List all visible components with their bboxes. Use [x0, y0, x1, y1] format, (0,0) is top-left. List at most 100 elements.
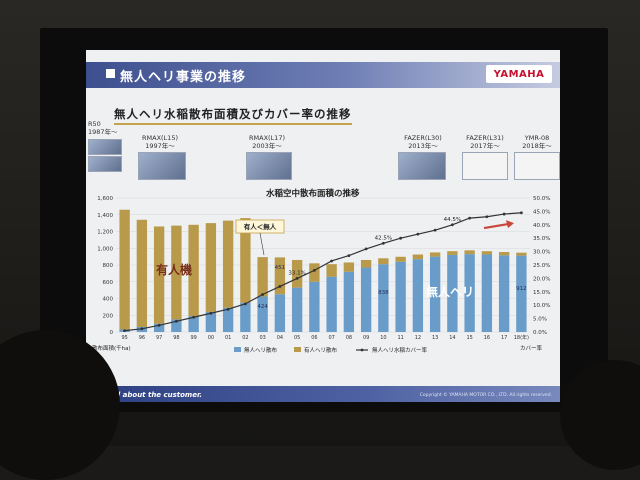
model-rmax-l15: RMAX(L15) 1997年〜 [136, 134, 184, 150]
coverage-point [502, 212, 506, 216]
x-tick-label: 09 [363, 335, 369, 341]
coverage-point [485, 215, 489, 219]
y-left-tick-label: 200 [103, 313, 114, 319]
y-left-tick-label: 400 [103, 297, 114, 303]
crossover-callout-pointer [259, 232, 265, 256]
bar-manned [360, 259, 372, 268]
bar-unmanned [326, 276, 337, 332]
x-tick-label: 16 [484, 335, 490, 341]
bar-manned [119, 209, 130, 330]
bar-unmanned [343, 271, 355, 332]
y-left-tick-label: 1,400 [97, 213, 113, 219]
model-year: 2013年〜 [408, 142, 438, 150]
bar-unmanned [274, 294, 286, 332]
bar-unmanned [188, 316, 199, 332]
bar-manned [274, 257, 286, 295]
coverage-point [140, 327, 144, 331]
coverage-point [209, 311, 213, 315]
manned-region-label: 有人機 [156, 262, 192, 277]
coverage-data-label: 33.1% [288, 270, 305, 276]
bar-unmanned [240, 302, 251, 332]
model-name: RMAX(L17) [249, 134, 285, 142]
rmax-l17-photo [246, 152, 292, 180]
fazer-l31-photo [462, 152, 508, 180]
model-fazer-l31: FAZER(L31) 2017年〜 [460, 134, 510, 150]
coverage-data-label: 44.5% [444, 217, 461, 223]
bar-manned [516, 252, 527, 256]
bar-unmanned [412, 259, 424, 332]
y-right-tick-label: 25.0% [533, 263, 550, 269]
rmax-l15-photo [138, 152, 186, 180]
fazer-l30-photo [398, 152, 446, 180]
coverage-point [519, 211, 523, 215]
model-year: 1997年〜 [145, 142, 175, 150]
bar-manned [481, 251, 493, 255]
bar-unmanned [395, 261, 406, 332]
y-right-tick-label: 30.0% [533, 250, 550, 256]
y-left-tick-label: 800 [103, 263, 114, 269]
model-name: R50 [88, 120, 101, 128]
bar-manned [498, 252, 510, 256]
x-tick-label: 02 [242, 335, 248, 341]
y-right-tick-label: 50.0% [533, 196, 550, 202]
coverage-point [399, 236, 403, 240]
slide-header-bar [86, 62, 560, 88]
model-ymr-08: YMR-08 2018年〜 [514, 134, 560, 150]
slide-subtitle: 無人ヘリ水稲散布面積及びカバー率の推移 [114, 106, 352, 125]
coverage-point [192, 315, 196, 319]
x-tick-label: 10 [380, 335, 386, 341]
r50-photo-2 [88, 156, 122, 172]
model-name: RMAX(L15) [142, 134, 178, 142]
y-left-tick-label: 600 [103, 280, 114, 286]
bar-manned [395, 256, 406, 262]
bar-manned [136, 219, 148, 327]
bar-manned [291, 259, 303, 288]
model-fazer-l30: FAZER(L30) 2013年〜 [398, 134, 448, 150]
model-name: YMR-08 [524, 134, 550, 142]
coverage-point [295, 277, 299, 280]
coverage-point [468, 216, 472, 220]
r50-photo-1 [88, 139, 122, 155]
coverage-point [123, 329, 127, 333]
model-r50: R50 1987年〜 [88, 120, 122, 136]
bar-unmanned [516, 255, 527, 332]
bar-unmanned [447, 254, 458, 332]
y-right-tick-label: 45.0% [533, 209, 550, 215]
bar-unmanned [429, 256, 441, 332]
legend-label-manned: 有人ヘリ散布 [304, 346, 338, 354]
model-year: 2017年〜 [470, 142, 500, 150]
coverage-point [433, 228, 437, 232]
coverage-point [261, 293, 265, 296]
coverage-point [157, 323, 161, 327]
model-year: 2018年〜 [522, 142, 552, 150]
trend-arrow-shaft [483, 222, 509, 230]
bar-manned [429, 252, 441, 257]
x-tick-label: 00 [208, 335, 214, 341]
coverage-point [278, 285, 282, 288]
x-tick-label: 07 [328, 335, 334, 341]
y-left-axis-title: 散布面積(千ha) [92, 344, 131, 352]
coverage-point [174, 319, 178, 323]
bar-manned [205, 223, 217, 312]
bar-manned [309, 263, 320, 282]
coverage-point [450, 223, 454, 227]
presentation-slide: 無人ヘリ事業の推移 YAMAHA 無人ヘリ水稲散布面積及びカバー率の推移 R50… [86, 50, 560, 402]
y-left-tick-label: 0 [110, 330, 114, 336]
bar-manned [222, 220, 234, 308]
bar-manned [464, 250, 475, 255]
legend-swatch-manned [294, 347, 301, 352]
bar-unmanned [481, 254, 493, 332]
y-right-tick-label: 0.0% [533, 330, 547, 336]
y-right-tick-label: 20.0% [533, 276, 550, 282]
slide-footer-bar [86, 386, 560, 402]
bar-unmanned [153, 323, 165, 332]
x-tick-label: 95 [121, 335, 127, 341]
area-coverage-chart: 02004006008001,0001,2001,4001,6000.0%5.0… [92, 196, 550, 354]
x-tick-label: 17 [501, 335, 507, 341]
coverage-point [416, 232, 420, 236]
bar-unmanned [205, 311, 217, 332]
bar-manned [343, 262, 355, 272]
y-right-tick-label: 35.0% [533, 236, 550, 242]
bar-unmanned [222, 307, 234, 332]
x-tick-label: 97 [156, 335, 162, 341]
